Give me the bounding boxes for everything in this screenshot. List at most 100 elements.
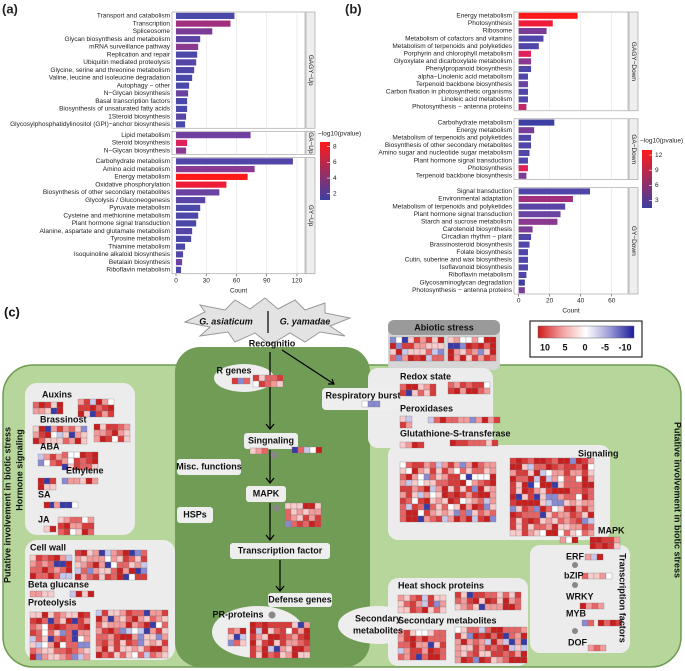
- heatmap-cell: [527, 475, 535, 483]
- heatmap-cell: [447, 342, 455, 350]
- heatmap-cell: [575, 457, 583, 465]
- heatmap-cell: [453, 387, 461, 395]
- heatmap-cell: [59, 501, 67, 509]
- heatmap-cell: [407, 354, 415, 362]
- heatmap-cell: [41, 566, 49, 574]
- heatmap-cell: [403, 606, 411, 614]
- heatmap-cell: [533, 499, 541, 507]
- heatmap-cell: [79, 477, 87, 485]
- heatmap-cell: [595, 536, 603, 544]
- heatmap-cell: [515, 469, 523, 477]
- heatmap-cell: [459, 336, 467, 344]
- heatmap-cell: [447, 503, 455, 511]
- heatmap-cell: [441, 461, 449, 469]
- heatmap-cell: [417, 485, 425, 493]
- heatmap-cell: [527, 457, 535, 465]
- category-label: Metabolism of cofactors and vitamins: [405, 35, 513, 42]
- heatmap-cell: [454, 591, 462, 599]
- category-label: Environmental adaptation: [438, 196, 512, 203]
- heatmap-cell: [429, 467, 437, 475]
- category-label: Folate biosynthesis: [456, 249, 512, 256]
- heatmap-cell: [249, 447, 257, 455]
- category-label: Transcription: [133, 20, 171, 27]
- heatmap-cell: [303, 627, 311, 635]
- heatmap-cell: [478, 603, 486, 611]
- category-label: Circadian rhythm − plant: [441, 234, 512, 241]
- heatmap-cell: [80, 437, 88, 445]
- heatmap-cell: [545, 529, 553, 537]
- heatmap-cell: [565, 536, 573, 544]
- heatmap-cell: [411, 485, 419, 493]
- heatmap-cell: [551, 505, 559, 513]
- heatmap-cell: [587, 619, 595, 627]
- bar: [518, 249, 528, 256]
- heatmap-cell: [509, 511, 517, 519]
- heatmap-cell: [441, 497, 449, 505]
- heatmap-cell: [99, 423, 107, 431]
- heatmap-cell: [395, 336, 403, 344]
- heatmap-cell: [587, 572, 595, 580]
- heatmap-cell: [249, 621, 257, 629]
- heatmap-cell: [73, 477, 81, 485]
- heatmap-cell: [407, 342, 415, 350]
- heatmap-cell: [521, 523, 529, 531]
- bar: [518, 218, 558, 225]
- heatmap-cell: [471, 461, 479, 469]
- heatmap-cell: [405, 473, 413, 481]
- heatmap-cell: [421, 653, 429, 661]
- category-label: alpha−Linolenic acid metabolism: [418, 73, 512, 80]
- heatmap-cell: [53, 629, 61, 637]
- category-label: Isoquinoline alkaloid biosynthesis: [74, 251, 171, 258]
- heatmap-cell: [79, 457, 87, 465]
- diagram: (c) G. asiaticum G. yamadae Abiotic stre…: [2, 297, 683, 668]
- heatmap-cell: [478, 626, 486, 634]
- heatmap-cell: [520, 638, 528, 646]
- heatmap-cell: [399, 461, 407, 469]
- category-label: Riboflavin metabolism: [106, 267, 170, 274]
- heatmap-cell: [86, 555, 94, 563]
- heatmap-cell: [508, 603, 516, 611]
- heatmap-cell: [95, 410, 103, 418]
- heatmap-cell: [484, 591, 492, 599]
- bar: [518, 127, 535, 134]
- heatmap-cell: [465, 491, 473, 499]
- category-label: Betalain biosynthesis: [109, 259, 171, 266]
- category-label: Energy metabolism: [114, 174, 170, 181]
- label: MAPK: [598, 525, 625, 535]
- label: Abiotic stress: [414, 322, 474, 332]
- heatmap-cell: [53, 647, 61, 655]
- heatmap-cell: [41, 623, 49, 631]
- heatmap-cell: [47, 566, 55, 574]
- heatmap-cell: [405, 467, 413, 475]
- heatmap-cell: [119, 639, 127, 647]
- heatmap-cell: [417, 389, 425, 397]
- heatmap-cell: [140, 567, 148, 575]
- heatmap-cell: [423, 485, 431, 493]
- bar: [518, 211, 561, 218]
- heatmap-cell: [551, 481, 559, 489]
- category-label: Tyrosine metabolism: [110, 236, 170, 243]
- heatmap-cell: [441, 473, 449, 481]
- heatmap-cell: [249, 627, 257, 635]
- heatmap-cell: [302, 508, 310, 516]
- heatmap-cell: [453, 503, 461, 511]
- heatmap-cell: [508, 638, 516, 646]
- heatmap-cell: [520, 650, 528, 658]
- heatmap-cell: [403, 653, 411, 661]
- heatmap-cell: [575, 499, 583, 507]
- heatmap-cell: [105, 429, 113, 437]
- bar: [176, 173, 248, 180]
- category-label: Isoflavonoid biosynthesis: [440, 264, 513, 271]
- label: Proteolysis: [28, 597, 77, 607]
- heatmap-cell: [569, 529, 577, 537]
- heatmap-cell: [83, 641, 91, 649]
- heatmap-cell: [563, 523, 571, 531]
- heatmap-cell: [83, 653, 91, 661]
- heatmap-cell: [59, 629, 67, 637]
- heatmap-cell: [435, 485, 443, 493]
- category-label: Cutin, suberine and wax biosynthesis: [405, 257, 513, 264]
- heatmap-cell: [107, 651, 115, 659]
- heatmap-cell: [255, 651, 263, 659]
- category-label: Alanine, aspartate and glutamate metabol…: [40, 228, 170, 235]
- x-axis-label: Count: [230, 287, 248, 294]
